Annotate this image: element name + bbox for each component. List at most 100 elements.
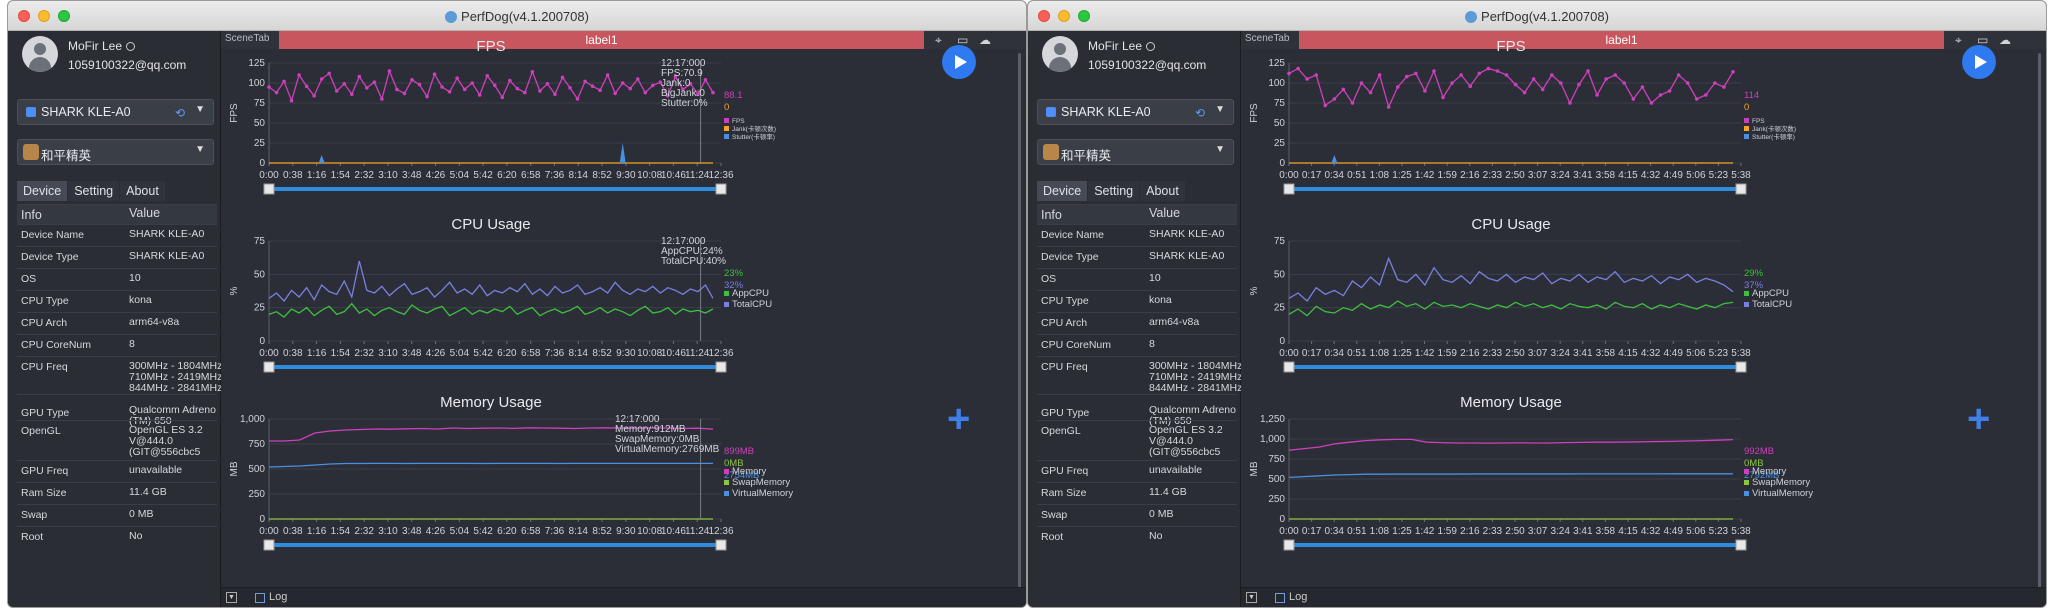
data-point (1305, 77, 1309, 81)
minimize-window-button[interactable] (38, 10, 50, 22)
close-window-button[interactable] (1038, 10, 1050, 22)
current-value: 992MB (1744, 446, 1774, 457)
table-row: OpenGL OpenGL ES 3.2 V@444.0 (GIT@556cbc5 (17, 420, 217, 460)
data-point (553, 92, 557, 96)
data-point (304, 84, 309, 88)
logout-icon[interactable] (1146, 42, 1156, 51)
data-point (1667, 89, 1672, 93)
x-tick-label: 8:52 (592, 170, 612, 181)
tooltip-line: Stutter:0% (661, 98, 708, 109)
range-slider-left-handle[interactable] (1283, 183, 1295, 195)
collapse-icon[interactable]: ▼ (226, 592, 237, 603)
y-tick-label: 0 (1279, 336, 1285, 347)
info-value: No (129, 530, 143, 542)
usb-link-icon[interactable]: ⟲ (174, 106, 185, 120)
range-slider-track[interactable] (1289, 187, 1741, 191)
x-tick-label: 1:16 (307, 526, 327, 537)
user-name: MoFir Lee (68, 39, 123, 53)
zoom-window-button[interactable] (1078, 10, 1090, 22)
logout-icon[interactable] (126, 42, 136, 51)
data-point (681, 87, 685, 92)
range-slider-track[interactable] (1289, 365, 1741, 369)
stutter-spike (1331, 155, 1338, 163)
y-tick-label: 750 (1268, 454, 1285, 465)
log-checkbox[interactable] (255, 593, 265, 603)
play-button[interactable] (1962, 45, 1996, 79)
x-tick-label: 11:24 (685, 170, 710, 181)
range-slider-track[interactable] (269, 365, 721, 369)
tab-about[interactable]: About (120, 181, 165, 201)
cloud-icon[interactable]: ☁ (979, 33, 991, 47)
range-slider-track[interactable] (269, 543, 721, 547)
vertical-scrollbar[interactable] (1018, 53, 1021, 593)
folder-icon[interactable]: ▭ (1977, 33, 1989, 47)
range-slider-right-handle[interactable] (1735, 361, 1747, 373)
range-slider-left-handle[interactable] (1283, 361, 1295, 373)
x-tick-label: 1:42 (1415, 348, 1435, 359)
scene-label[interactable]: label1 (279, 31, 924, 49)
cloud-icon[interactable]: ☁ (1999, 33, 2011, 47)
current-value: 0 (1744, 102, 1749, 113)
tab-setting[interactable]: Setting (1088, 181, 1140, 201)
tab-setting[interactable]: Setting (68, 181, 120, 201)
range-slider-track[interactable] (269, 187, 721, 191)
scene-strip: SceneTab label1 ⌖ ▭ ☁ (221, 31, 1026, 49)
range-slider-right-handle[interactable] (1735, 183, 1747, 195)
log-checkbox[interactable] (1275, 593, 1285, 603)
tab-about[interactable]: About (1140, 181, 1185, 201)
tab-device[interactable]: Device (1037, 181, 1088, 201)
range-slider-track[interactable] (1289, 543, 1741, 547)
data-point (1287, 71, 1291, 76)
scene-tab[interactable]: SceneTab (1245, 33, 1290, 44)
x-tick-label: 4:26 (426, 348, 446, 359)
add-chart-button[interactable]: + (947, 397, 971, 441)
range-slider-right-handle[interactable] (715, 539, 727, 551)
info-key: CPU Type (21, 295, 69, 307)
window-title-text: PerfDog(v4.1.200708) (461, 9, 589, 24)
zoom-window-button[interactable] (58, 10, 70, 22)
user-name-row: MoFir Lee (1088, 39, 1156, 53)
vertical-scrollbar[interactable] (2038, 53, 2041, 593)
table-row: OS 10 (1037, 268, 1237, 290)
data-point (568, 86, 572, 90)
range-slider-right-handle[interactable] (715, 361, 727, 373)
data-point (395, 87, 399, 92)
data-point (1622, 81, 1627, 85)
tab-device[interactable]: Device (17, 181, 68, 201)
current-value: 37% (1744, 280, 1764, 291)
range-slider-left-handle[interactable] (263, 539, 275, 551)
x-tick-label: 3:10 (378, 526, 398, 537)
table-row: Swap 0 MB (1037, 504, 1237, 526)
avatar[interactable] (1042, 36, 1078, 72)
close-window-button[interactable] (18, 10, 30, 22)
play-button[interactable] (942, 45, 976, 79)
range-slider-right-handle[interactable] (1735, 539, 1747, 551)
folder-icon[interactable]: ▭ (957, 33, 969, 47)
app-select[interactable]: 和平精英 ▼ (1037, 139, 1234, 165)
data-point (1504, 73, 1509, 77)
device-select[interactable]: SHARK KLE-A0 ⟲ ▼ (1037, 99, 1234, 125)
table-row: Ram Size 11.4 GB (17, 482, 217, 504)
range-slider-left-handle[interactable] (263, 361, 275, 373)
location-icon[interactable]: ⌖ (935, 33, 942, 47)
table-row: CPU Freq 300MHz - 1804MHz 710MHz - 2419MH… (1037, 356, 1242, 394)
range-slider-left-handle[interactable] (1283, 539, 1295, 551)
range-slider-left-handle[interactable] (263, 183, 275, 195)
data-point (575, 97, 580, 101)
add-chart-button[interactable]: + (1967, 397, 1991, 441)
data-point (1341, 87, 1346, 92)
app-select[interactable]: 和平精英 ▼ (17, 139, 214, 165)
table-row: CPU Type kona (17, 290, 217, 312)
range-slider-right-handle[interactable] (715, 183, 727, 195)
usb-link-icon[interactable]: ⟲ (1194, 106, 1205, 120)
collapse-icon[interactable]: ▼ (1246, 592, 1257, 603)
location-icon[interactable]: ⌖ (1955, 33, 1962, 47)
y-tick-label: 125 (1268, 58, 1285, 69)
device-select[interactable]: SHARK KLE-A0 ⟲ ▼ (17, 99, 214, 125)
scene-label[interactable]: label1 (1299, 31, 1944, 49)
scene-tab[interactable]: SceneTab (225, 33, 270, 44)
avatar[interactable] (22, 36, 58, 72)
legend-label: SwapMemory (1752, 477, 1810, 488)
minimize-window-button[interactable] (1058, 10, 1070, 22)
data-point (1713, 81, 1717, 85)
